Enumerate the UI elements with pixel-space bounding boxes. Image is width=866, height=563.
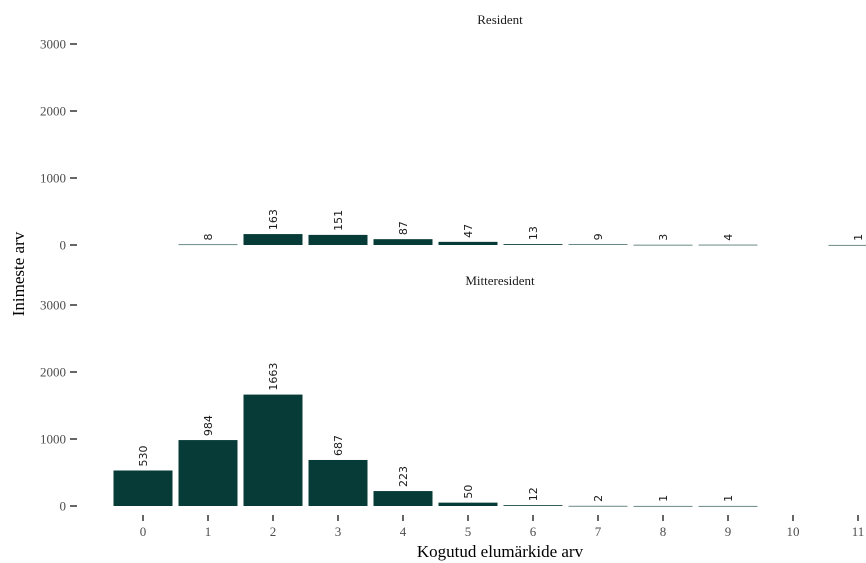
bar-value-label: 687 — [332, 435, 345, 456]
bar — [308, 234, 368, 245]
y-tick-label: 0 — [60, 238, 67, 253]
bar-value-label: 1 — [657, 495, 670, 502]
panel-resident: Resident 0 1000 2000 3000 8 163 151 87 47 13 9 3 4 1 — [40, 12, 866, 253]
x-tick-label: 11 — [852, 524, 865, 539]
bar-value-label: 151 — [332, 210, 345, 231]
y-tick-label: 1000 — [40, 432, 66, 447]
bar-value-label: 13 — [527, 226, 540, 240]
bar-value-label: 3 — [657, 234, 670, 241]
bar-value-label: 984 — [202, 415, 215, 436]
x-tick-label: 3 — [335, 524, 342, 539]
bar-value-label: 2 — [592, 495, 605, 502]
bar — [503, 505, 563, 506]
bar-value-label: 1 — [852, 234, 865, 241]
bar-value-label: 8 — [202, 233, 215, 240]
x-tick-label: 1 — [205, 524, 212, 539]
bar-value-label: 47 — [462, 224, 475, 238]
bar — [243, 394, 303, 506]
x-tick-label: 0 — [140, 524, 147, 539]
bar — [698, 244, 758, 246]
x-tick-label: 4 — [400, 524, 407, 539]
x-tick-label: 9 — [725, 524, 732, 539]
bar — [633, 244, 693, 246]
bar — [438, 502, 498, 506]
bar — [308, 459, 368, 506]
y-tick-label: 0 — [60, 499, 67, 514]
bar-value-label: 50 — [462, 485, 475, 499]
x-tick-label: 8 — [660, 524, 667, 539]
bar — [373, 491, 433, 506]
y-tick-label: 2000 — [40, 104, 66, 119]
bar — [178, 440, 238, 506]
bar-value-label: 530 — [137, 445, 150, 466]
bar-value-label: 223 — [397, 466, 410, 487]
bar — [633, 505, 693, 507]
bar-value-label: 163 — [267, 209, 280, 230]
panel-mitteresident: Mitteresident 0 1000 2000 3000 530 984 1663 687 2… — [40, 273, 758, 514]
x-tick-label: 7 — [595, 524, 602, 539]
x-axis: 0 1 2 3 4 5 6 7 8 9 10 11 — [140, 515, 865, 539]
y-tick-label: 2000 — [40, 365, 66, 380]
y-tick-label: 1000 — [40, 171, 66, 186]
bar — [503, 244, 563, 245]
x-tick-label: 10 — [787, 524, 800, 539]
bar — [698, 505, 758, 507]
bar — [373, 239, 433, 245]
bar — [243, 234, 303, 245]
bar — [568, 505, 628, 507]
panel-title: Mitteresident — [465, 273, 535, 288]
bar — [568, 244, 628, 245]
x-tick-label: 2 — [270, 524, 277, 539]
bar — [438, 241, 498, 245]
panel-title: Resident — [477, 12, 523, 27]
y-tick-label: 3000 — [40, 298, 66, 313]
bar-value-label: 1663 — [267, 363, 280, 391]
bar-value-label: 9 — [592, 233, 605, 240]
bar-value-label: 12 — [527, 487, 540, 501]
x-tick-label: 6 — [530, 524, 537, 539]
bar — [113, 470, 173, 506]
bar — [828, 244, 866, 246]
y-tick-label: 3000 — [40, 37, 66, 52]
bar-value-label: 87 — [397, 221, 410, 235]
x-axis-title: Kogutud elumärkide arv — [417, 542, 584, 561]
x-tick-label: 5 — [465, 524, 472, 539]
bar-value-label: 4 — [722, 234, 735, 241]
bar-value-label: 1 — [722, 495, 735, 502]
y-axis-title: Inimeste arv — [9, 231, 28, 316]
bar — [178, 244, 238, 246]
